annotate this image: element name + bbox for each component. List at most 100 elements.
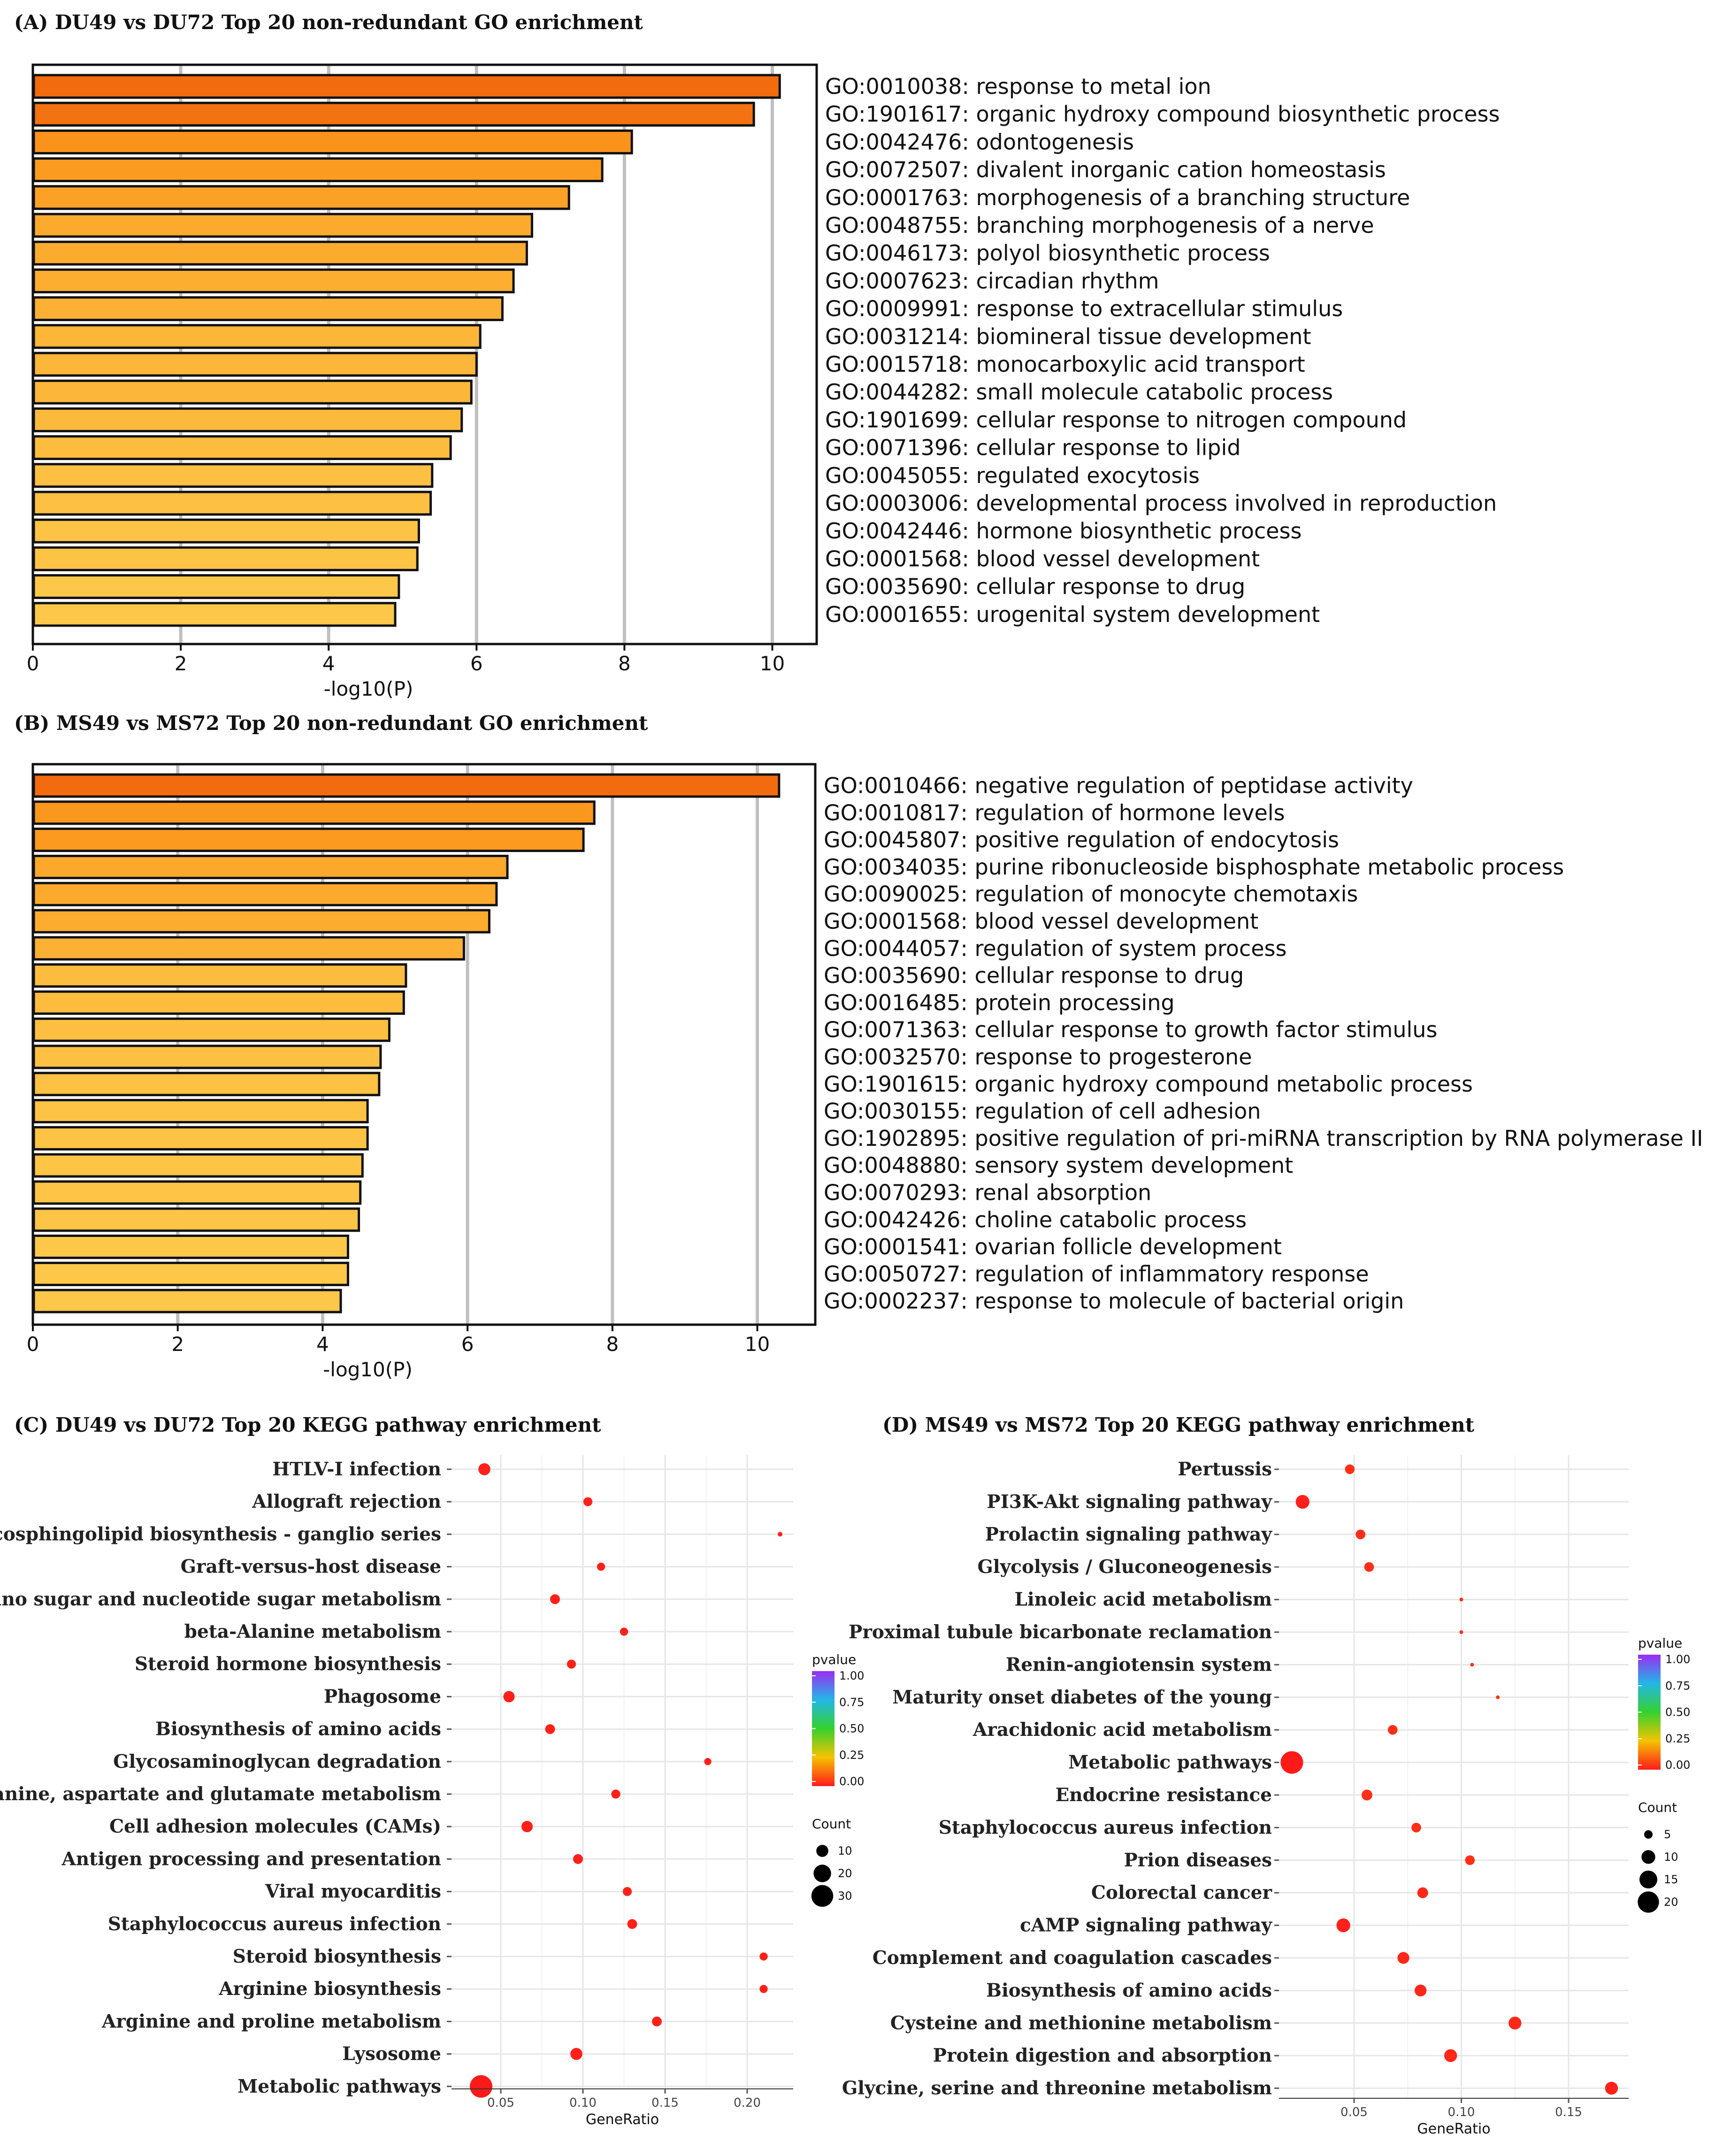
data-point xyxy=(1345,1464,1355,1474)
legend-size-dot xyxy=(1638,1891,1659,1913)
legend-size-label: 10 xyxy=(1664,1850,1678,1864)
legend-size-dot xyxy=(813,1864,831,1882)
bar-label: GO:0002237: response to molecule of bact… xyxy=(824,1289,1404,1314)
bar-label: GO:0046173: polyol biosynthetic process xyxy=(825,240,1270,266)
pathway-label: Graft-versus-host disease xyxy=(181,1556,441,1578)
bar xyxy=(32,463,434,488)
x-tick-label: 0 xyxy=(27,1333,39,1356)
x-tick-label: 8 xyxy=(606,1333,619,1356)
bar-label: GO:0045055: regulated exocytosis xyxy=(825,463,1200,488)
data-point xyxy=(1470,1663,1474,1667)
bar xyxy=(32,546,419,571)
data-point xyxy=(1295,1495,1309,1509)
pathway-label: Cysteine and methionine metabolism xyxy=(890,2012,1272,2034)
data-point xyxy=(1465,1855,1475,1865)
bar-label: GO:0042426: choline catabolic process xyxy=(824,1207,1247,1232)
data-point xyxy=(1605,2081,1618,2095)
bar-label: GO:0001541: ovarian follicle development xyxy=(824,1234,1282,1259)
pathway-label: Metabolic pathways xyxy=(1068,1752,1272,1773)
x-tick-label: 6 xyxy=(461,1333,474,1356)
x-tick-label: 0.15 xyxy=(651,2096,679,2110)
legend-size-label: 10 xyxy=(838,1844,852,1857)
x-tick-label: 10 xyxy=(745,1333,770,1356)
bar xyxy=(32,1126,369,1151)
panel-b-title: (B) MS49 vs MS72 Top 20 non-redundant GO… xyxy=(14,712,648,735)
data-point xyxy=(1459,1597,1463,1602)
bar-label: GO:0048880: sensory system development xyxy=(824,1153,1293,1178)
pathway-label: Steroid biosynthesis xyxy=(233,1946,441,1967)
bar xyxy=(32,1207,360,1232)
bar xyxy=(32,1017,391,1042)
colorbar-tick-label: 1.00 xyxy=(1665,1653,1690,1666)
bar xyxy=(32,1289,342,1313)
bar-label: GO:0016485: protein processing xyxy=(824,990,1175,1015)
data-point xyxy=(550,1594,560,1604)
pathway-label: Glycine, serine and threonine metabolism xyxy=(842,2078,1272,2099)
bar xyxy=(32,352,478,377)
x-tick-label: 4 xyxy=(316,1333,329,1356)
pathway-label: Complement and coagulation cascades xyxy=(873,1947,1272,1969)
x-tick-label: 4 xyxy=(322,652,335,675)
pathway-label: Cell adhesion molecules (CAMs) xyxy=(109,1816,441,1837)
colorbar-tick-label: 0.50 xyxy=(839,1722,864,1735)
data-point xyxy=(1459,1630,1463,1634)
legend-size-dot xyxy=(816,1845,828,1857)
bar xyxy=(32,574,400,599)
pathway-label: Pertussis xyxy=(1178,1458,1272,1480)
panel-d: (D) MS49 vs MS72 Top 20 KEGG pathway enr… xyxy=(842,1413,1691,2137)
data-point xyxy=(1509,2017,1522,2030)
bar xyxy=(32,773,781,798)
pathway-label: Proximal tubule bicarbonate reclamation xyxy=(849,1621,1272,1643)
pathway-label: Antigen processing and presentation xyxy=(61,1848,442,1870)
bar xyxy=(32,185,570,210)
bar-label: GO:0032570: response to progesterone xyxy=(824,1044,1252,1070)
data-point xyxy=(1496,1695,1500,1699)
panel-a: (A) DU49 vs DU72 Top 20 non-redundant GO… xyxy=(14,11,1500,700)
data-point xyxy=(1336,1918,1350,1933)
bar xyxy=(32,435,452,460)
pathway-label: Glycolysis / Gluconeogenesis xyxy=(977,1556,1272,1578)
data-point xyxy=(478,1463,490,1475)
bar-label: GO:0045807: positive regulation of endoc… xyxy=(824,827,1339,852)
plot-area xyxy=(1279,1455,1629,2098)
x-tick-label: 0 xyxy=(27,652,39,675)
data-point xyxy=(627,1919,637,1929)
data-point xyxy=(1364,1562,1374,1572)
colorbar-tick-label: 0.25 xyxy=(839,1749,864,1762)
x-axis-label: GeneRatio xyxy=(586,2111,659,2128)
colorbar-tick-label: 0.00 xyxy=(839,1775,864,1788)
bar xyxy=(32,324,482,349)
pathway-label: Biosynthesis of amino acids xyxy=(986,1980,1272,2001)
bar-label: GO:0010466: negative regulation of pepti… xyxy=(824,773,1413,798)
x-tick-label: 6 xyxy=(470,652,483,675)
data-point xyxy=(759,1952,768,1961)
bar-label: GO:0044282: small molecule catabolic pro… xyxy=(825,379,1333,405)
pathway-label: Biosynthesis of amino acids xyxy=(155,1719,441,1740)
pathway-label: Protein digestion and absorption xyxy=(933,2045,1272,2066)
panel-c: (C) DU49 vs DU72 Top 20 KEGG pathway enr… xyxy=(0,1413,864,2128)
x-tick-label: 8 xyxy=(618,652,631,675)
data-point xyxy=(503,1691,515,1703)
bar xyxy=(32,296,504,322)
bar-label: GO:1902895: positive regulation of pri-m… xyxy=(824,1126,1703,1151)
colorbar-tick-label: 0.75 xyxy=(1665,1679,1690,1692)
legend-size-dot xyxy=(1641,1850,1655,1864)
pathway-label: Staphylococcus aureus infection xyxy=(108,1913,441,1935)
bar xyxy=(32,213,533,238)
bar xyxy=(32,828,585,852)
bar xyxy=(32,1099,369,1124)
pathway-label: Prolactin signaling pathway xyxy=(985,1524,1273,1545)
bar xyxy=(32,1261,349,1286)
pathway-label: Maturity onset diabetes of the young xyxy=(892,1687,1272,1708)
bar-label: GO:0072507: divalent inorganic cation ho… xyxy=(825,157,1386,183)
legend-size-label: 20 xyxy=(1664,1895,1678,1909)
pathway-label: PI3K-Akt signaling pathway xyxy=(987,1491,1272,1512)
panel-a-title: (A) DU49 vs DU72 Top 20 non-redundant GO… xyxy=(14,11,643,34)
bar xyxy=(32,990,405,1015)
colorbar-tick-label: 0.50 xyxy=(1665,1706,1690,1719)
bar xyxy=(32,74,781,99)
data-point xyxy=(759,1985,768,1993)
bar xyxy=(32,157,604,183)
plot-frame xyxy=(31,763,817,1326)
